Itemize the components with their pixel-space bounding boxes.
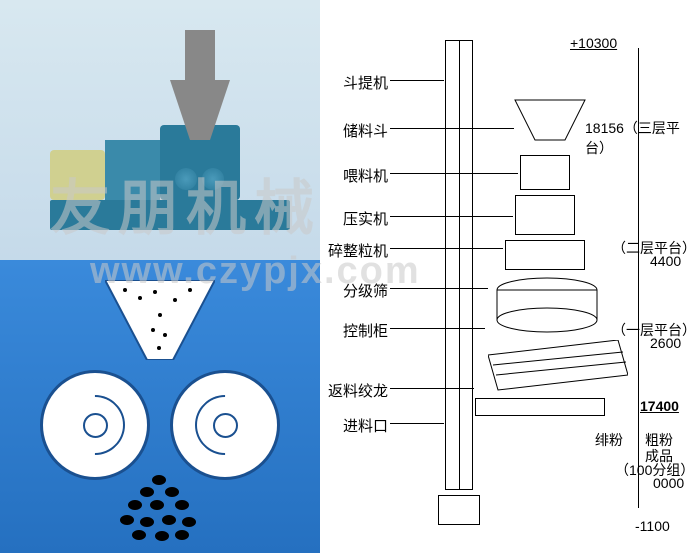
rotation-arrow bbox=[53, 383, 138, 468]
label-feeder: 喂料机 bbox=[328, 165, 388, 186]
dim-bottom: -1100 bbox=[635, 518, 670, 534]
label-storage-hopper: 储料斗 bbox=[328, 120, 388, 141]
machine-base bbox=[50, 200, 290, 230]
dim-4400: 4400 bbox=[650, 253, 681, 269]
press-roll-2 bbox=[202, 168, 224, 190]
dimension-line bbox=[638, 48, 639, 508]
label-bucket-elevator: 斗提机 bbox=[328, 72, 388, 93]
label-return-auger: 返料绞龙 bbox=[320, 380, 388, 401]
leader-line bbox=[390, 388, 474, 389]
label-granulator: 碎整粒机 bbox=[320, 240, 388, 261]
classifier bbox=[490, 275, 605, 335]
leader-line bbox=[390, 216, 513, 217]
leader-line bbox=[390, 288, 488, 289]
machine-photo-panel bbox=[0, 0, 320, 260]
vibrating-screen bbox=[488, 340, 628, 395]
gearbox bbox=[105, 140, 160, 200]
storage-hopper bbox=[515, 100, 585, 145]
leader-line bbox=[390, 328, 485, 329]
dim-platform-3: 18156（三层平台） bbox=[585, 118, 700, 158]
dim-top: +10300 bbox=[570, 35, 617, 51]
feed-funnel bbox=[105, 280, 215, 360]
feeder bbox=[520, 155, 570, 190]
roller-right bbox=[170, 370, 280, 480]
roller-principle-panel bbox=[0, 260, 320, 553]
label-compactor: 压实机 bbox=[328, 208, 388, 229]
label-fine-powder: 绯粉 bbox=[595, 430, 623, 450]
leader-line bbox=[390, 173, 518, 174]
top-mixer bbox=[185, 30, 215, 80]
granulator bbox=[505, 240, 585, 270]
label-classifier: 分级筛 bbox=[328, 280, 388, 301]
rotation-arrow bbox=[183, 383, 268, 468]
feed-inlet bbox=[438, 495, 480, 525]
label-control-cabinet: 控制柜 bbox=[328, 320, 388, 341]
leader-line bbox=[390, 80, 444, 81]
compactor-machine bbox=[50, 30, 290, 240]
feed-hopper bbox=[170, 80, 230, 140]
motor bbox=[50, 150, 105, 200]
press-roll-1 bbox=[175, 168, 197, 190]
leader-line bbox=[390, 248, 503, 249]
roller-left bbox=[40, 370, 150, 480]
leader-line bbox=[390, 423, 444, 424]
dim-2600: 2600 bbox=[650, 335, 681, 351]
label-feed-inlet: 进料口 bbox=[328, 415, 388, 436]
leader-line bbox=[390, 128, 514, 129]
dim-17400: 17400 bbox=[640, 398, 679, 414]
output-pellets bbox=[120, 475, 200, 545]
process-flow-schematic: 斗提机 储料斗 喂料机 压实机 碎整粒机 分级筛 控制柜 返料绞龙 进料口 +1… bbox=[320, 0, 700, 553]
dim-0000: 0000 bbox=[653, 475, 684, 491]
compactor bbox=[515, 195, 575, 235]
bucket-elevator bbox=[445, 40, 473, 490]
return-auger bbox=[475, 398, 605, 416]
